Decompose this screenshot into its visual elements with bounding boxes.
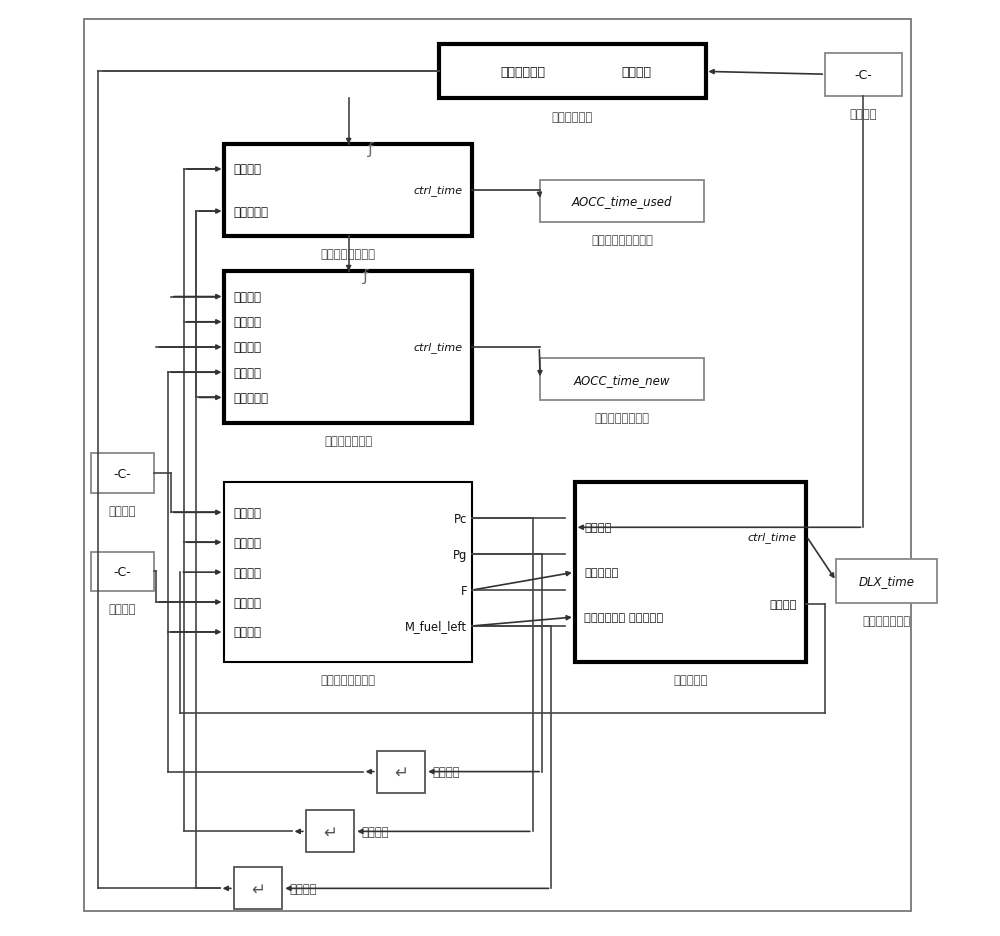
Text: 剩余燃料质量 卫星总质量: 剩余燃料质量 卫星总质量: [584, 612, 663, 622]
Text: ƒ: ƒ: [368, 142, 373, 157]
Text: 气瓶压力: 气瓶压力: [433, 766, 460, 778]
Text: 气瓶压力: 气瓶压力: [234, 366, 262, 379]
Text: 卫星总质量: 卫星总质量: [234, 205, 269, 218]
Text: 启控时刻: 启控时刻: [850, 108, 877, 121]
Text: Pc: Pc: [454, 512, 467, 525]
Text: 贮箱温度: 贮箱温度: [109, 505, 136, 518]
Bar: [234, 868, 282, 910]
Bar: [439, 45, 706, 99]
Text: F: F: [461, 584, 467, 597]
Text: 贮箱压力: 贮箱压力: [362, 825, 389, 838]
Text: 贮箱温度: 贮箱温度: [234, 506, 262, 519]
Text: 贮箱压力: 贮箱压力: [234, 163, 262, 176]
Text: 控制信号: 控制信号: [770, 600, 797, 609]
Bar: [91, 552, 154, 592]
Bar: [540, 181, 704, 223]
Bar: [575, 483, 806, 662]
Bar: [472, 483, 575, 662]
Text: 启控时刻信号: 启控时刻信号: [552, 110, 593, 124]
Bar: [836, 560, 937, 604]
Bar: [540, 358, 704, 401]
Text: 气瓶温度: 气瓶温度: [234, 341, 262, 354]
Text: M_fuel_left: M_fuel_left: [405, 620, 467, 633]
Text: ctrl_time: ctrl_time: [748, 532, 797, 542]
Text: 启控时刻: 启控时刻: [621, 66, 651, 79]
Text: ↵: ↵: [394, 763, 408, 781]
Text: 卫星总质量: 卫星总质量: [234, 391, 269, 404]
Text: DLX_time: DLX_time: [859, 575, 915, 588]
Text: 推力器推力: 推力器推力: [584, 567, 618, 578]
Text: 传统算法的喷气时长: 传统算法的喷气时长: [591, 234, 653, 247]
Text: 新算法的喷气时长: 新算法的喷气时长: [594, 412, 649, 425]
Text: 贮箱压力: 贮箱压力: [234, 536, 262, 549]
Bar: [224, 483, 472, 662]
Bar: [306, 811, 354, 853]
Text: 启控时刻信号: 启控时刻信号: [500, 66, 545, 79]
Text: 控制信号: 控制信号: [234, 566, 262, 579]
Text: 剩余质量: 剩余质量: [290, 882, 317, 895]
Bar: [91, 454, 154, 493]
Bar: [229, 277, 477, 428]
Text: 贮箱温度: 贮箱温度: [234, 291, 262, 303]
Bar: [825, 53, 902, 96]
Text: 气瓶温度: 气瓶温度: [109, 603, 136, 615]
Text: ctrl_time: ctrl_time: [414, 185, 463, 197]
Bar: [224, 272, 472, 423]
Text: -C-: -C-: [114, 467, 131, 480]
Text: Pg: Pg: [453, 548, 467, 561]
Text: ↵: ↵: [323, 823, 337, 841]
Text: 推力器动力学模块: 推力器动力学模块: [321, 673, 376, 686]
Bar: [224, 145, 472, 237]
Bar: [229, 150, 477, 241]
Text: AOCC_time_used: AOCC_time_used: [572, 195, 672, 208]
Text: -C-: -C-: [114, 565, 131, 578]
Text: ƒ: ƒ: [363, 270, 368, 285]
Text: 贮箱压力: 贮箱压力: [234, 316, 262, 329]
Text: 动力学喷气时长: 动力学喷气时长: [863, 615, 911, 627]
Bar: [444, 50, 710, 104]
Bar: [377, 751, 425, 793]
Text: AOCC_time_new: AOCC_time_new: [574, 373, 670, 387]
Text: 启控时刻: 启控时刻: [584, 522, 612, 533]
Text: 气瓶压力: 气瓶压力: [234, 626, 262, 638]
Text: 气瓶温度: 气瓶温度: [234, 596, 262, 609]
Text: ctrl_time: ctrl_time: [414, 343, 463, 353]
Bar: [579, 488, 811, 666]
Text: -C-: -C-: [855, 68, 872, 81]
Bar: [84, 20, 911, 912]
Text: 加速度关机: 加速度关机: [673, 673, 708, 686]
Text: 传统算法模拟模块: 传统算法模拟模块: [321, 248, 376, 261]
Text: 新算法模拟模块: 新算法模拟模块: [324, 434, 372, 447]
Text: ↵: ↵: [251, 880, 265, 898]
